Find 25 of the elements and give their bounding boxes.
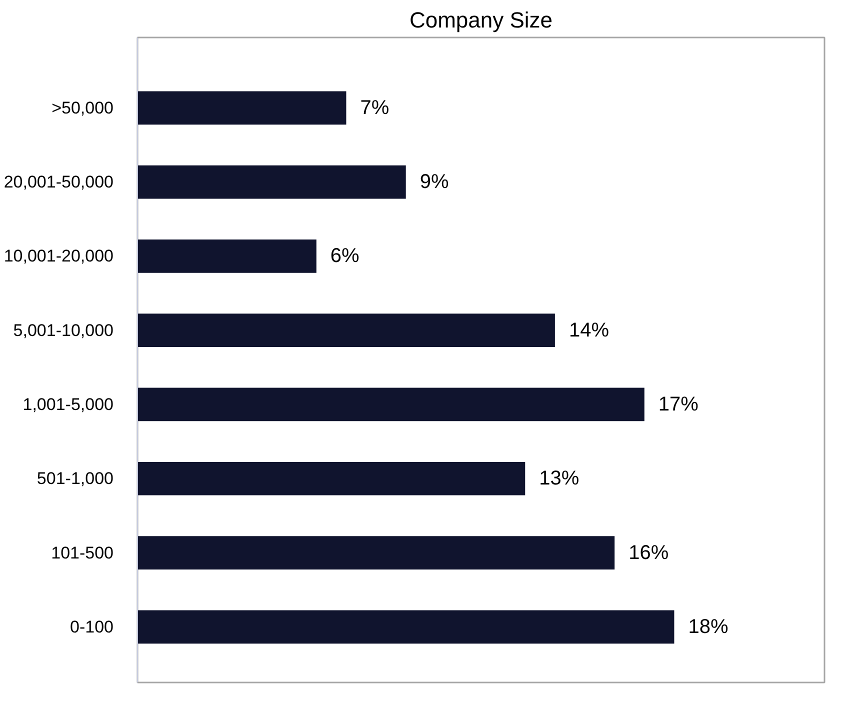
bar (138, 240, 316, 273)
y-tick-label: 5,001-10,000 (13, 320, 114, 340)
y-tick-label: 1,001-5,000 (22, 394, 114, 414)
y-tick-label: 20,001-50,000 (4, 172, 114, 192)
y-tick-label: 101-500 (51, 543, 114, 562)
data-label: 9% (420, 171, 449, 194)
y-tick-label: 501-1,000 (36, 469, 114, 488)
bar (138, 314, 555, 348)
bar (138, 462, 526, 496)
chart-title: Company Size (409, 8, 553, 32)
bar (138, 388, 644, 422)
y-tick-label: >50,000 (52, 98, 114, 118)
data-label: 6% (330, 245, 360, 268)
bar (138, 91, 346, 125)
y-tick-label: 0-100 (70, 617, 114, 636)
data-label: 18% (688, 616, 728, 638)
data-label: 7% (360, 96, 390, 119)
y-tick-label: 10,001-20,000 (4, 246, 114, 266)
bar (138, 165, 406, 199)
data-label: 14% (568, 319, 610, 342)
data-label: 13% (539, 468, 580, 490)
bar (138, 536, 615, 570)
data-label: 16% (628, 542, 669, 564)
data-label: 17% (658, 393, 699, 416)
bar (138, 610, 674, 644)
